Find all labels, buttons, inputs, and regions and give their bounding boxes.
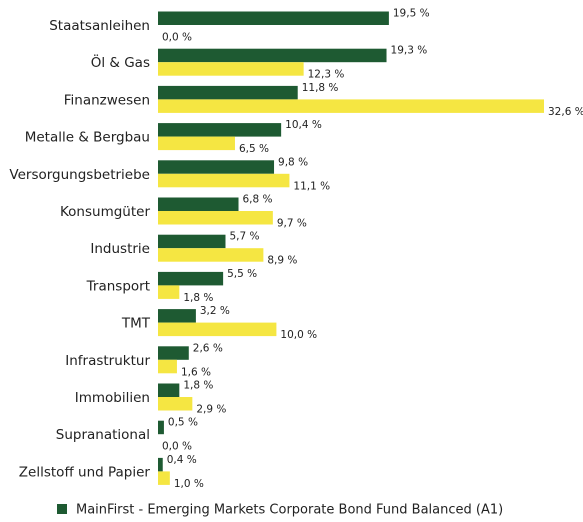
value-label: 0,5 % xyxy=(168,417,198,429)
bar xyxy=(158,160,275,174)
bar xyxy=(158,62,304,76)
bar xyxy=(158,359,177,374)
bar xyxy=(158,383,180,397)
bar xyxy=(158,322,277,337)
category-label: TMT xyxy=(121,316,151,332)
bar xyxy=(158,211,273,225)
value-label: 6,8 % xyxy=(243,194,273,206)
value-label: 3,2 % xyxy=(200,305,230,317)
bar xyxy=(158,271,224,286)
category-label: Industrie xyxy=(90,241,150,257)
value-label: 0,4 % xyxy=(167,454,197,466)
category-label: Zellstoff und Papier xyxy=(19,464,151,480)
value-label: 8,9 % xyxy=(267,255,297,267)
value-label: 19,5 % xyxy=(393,8,430,20)
category-label: Konsumgüter xyxy=(60,204,150,220)
value-label: 19,3 % xyxy=(391,45,428,57)
value-label: 5,7 % xyxy=(229,231,259,243)
bar xyxy=(158,173,290,188)
bar xyxy=(158,471,170,485)
category-label: Supranational xyxy=(56,427,150,443)
value-label: 12,3 % xyxy=(308,69,345,81)
bar xyxy=(158,48,387,63)
value-label: 1,6 % xyxy=(181,366,211,378)
category-label: Staatsanleihen xyxy=(49,18,150,34)
value-label: 9,7 % xyxy=(277,218,307,230)
category-label: Versorgungsbetriebe xyxy=(9,167,150,183)
value-label: 11,8 % xyxy=(302,82,339,94)
value-label: 1,8 % xyxy=(183,292,213,304)
bar xyxy=(158,85,298,100)
value-label: 0,0 % xyxy=(162,441,192,453)
bar xyxy=(158,136,235,151)
value-label: 10,0 % xyxy=(280,329,317,341)
category-label: Immobilien xyxy=(75,390,150,406)
value-label: 32,6 % xyxy=(548,106,583,118)
value-label: 2,6 % xyxy=(193,342,223,354)
bar xyxy=(158,11,389,25)
value-label: 10,4 % xyxy=(285,119,322,131)
bar xyxy=(158,457,163,472)
category-label: Öl & Gas xyxy=(91,53,150,71)
bar xyxy=(158,346,189,360)
bar xyxy=(158,420,164,435)
legend-label: MainFirst - Emerging Markets Corporate B… xyxy=(76,503,503,518)
value-label: 11,1 % xyxy=(293,180,330,192)
bar xyxy=(158,197,239,211)
category-label: Finanzwesen xyxy=(64,92,150,108)
value-label: 0,0 % xyxy=(162,32,192,44)
value-label: 1,0 % xyxy=(174,478,204,490)
bar xyxy=(158,99,544,113)
bar xyxy=(158,285,180,299)
bar xyxy=(158,234,226,249)
value-label: 6,5 % xyxy=(239,143,269,155)
category-label: Infrastruktur xyxy=(65,353,150,369)
legend-swatch xyxy=(57,504,67,514)
bar xyxy=(158,309,196,323)
value-label: 9,8 % xyxy=(278,156,308,168)
bar xyxy=(158,397,193,411)
value-label: 5,5 % xyxy=(227,268,257,280)
value-label: 2,9 % xyxy=(196,404,226,416)
category-label: Transport xyxy=(86,278,150,294)
value-label: 1,8 % xyxy=(183,380,213,392)
bar xyxy=(158,123,282,137)
category-label: Metalle & Bergbau xyxy=(25,130,150,146)
bar xyxy=(158,248,264,262)
